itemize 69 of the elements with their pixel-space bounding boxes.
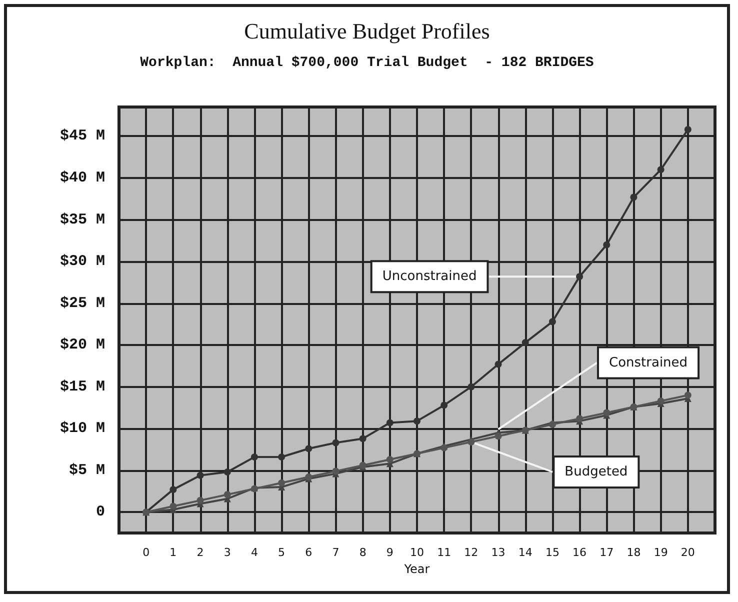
point	[386, 419, 394, 426]
point	[468, 383, 475, 390]
x-tick-label: 7	[332, 546, 340, 559]
x-tick-label: 12	[464, 546, 478, 559]
y-tick-label: 0	[96, 504, 105, 521]
point	[440, 402, 448, 409]
point	[196, 496, 204, 504]
point	[657, 398, 664, 405]
chart-title: Cumulative Budget Profiles	[244, 18, 490, 44]
y-tick-label: $5 M	[68, 462, 105, 479]
point	[468, 438, 475, 446]
chart-subtitle: Workplan: Annual $700,000 Trial Budget - 182 BRIDGES	[140, 55, 594, 71]
point	[278, 479, 286, 486]
x-tick-label: 2	[196, 546, 204, 559]
x-tick-label: 6	[305, 546, 312, 559]
point	[684, 392, 692, 399]
x-tick-label: 16	[572, 546, 587, 559]
point	[278, 453, 286, 460]
x-tick-label: 1	[170, 546, 177, 559]
y-tick-label: $10 M	[60, 420, 105, 438]
x-tick-label: 18	[626, 546, 641, 559]
text: Budgeted	[564, 464, 628, 480]
point	[684, 126, 692, 134]
y-tick-label: $45 M	[60, 128, 105, 145]
x-tick-label: 20	[680, 546, 695, 559]
point	[657, 166, 664, 174]
point	[522, 339, 529, 346]
x-axis-title: Year	[403, 562, 430, 576]
point	[494, 432, 502, 440]
point	[494, 360, 502, 368]
point	[576, 415, 584, 422]
y-tick-label: $25 M	[60, 294, 105, 312]
series-label: Constrained	[608, 355, 688, 370]
point	[548, 318, 556, 326]
x-tick-label: 3	[224, 546, 231, 559]
point	[603, 241, 610, 248]
point	[332, 439, 340, 446]
x-tick-label: 15	[545, 546, 560, 559]
point	[359, 435, 366, 442]
point	[224, 491, 231, 498]
point	[196, 472, 204, 479]
point	[630, 194, 638, 201]
x-tick-label: 17	[600, 546, 614, 559]
y-tick-label: $35 M	[60, 211, 105, 228]
x-tick-label: 19	[654, 546, 668, 559]
x-tick-label: 4	[250, 546, 258, 559]
point	[414, 418, 420, 425]
x-tick-label: 11	[437, 546, 452, 559]
x-tick-label: 8	[359, 546, 366, 559]
x-tick-label: 9	[386, 546, 394, 559]
y-tick-label: $15 M	[60, 378, 105, 396]
y-tick-label: $30 M	[60, 253, 105, 270]
point	[576, 273, 584, 280]
point	[170, 486, 177, 494]
y-tick-label: $40 M	[60, 170, 105, 186]
point	[305, 445, 312, 452]
point	[332, 468, 340, 475]
point	[224, 468, 231, 476]
point	[386, 456, 394, 463]
text: Unconstrained	[382, 269, 477, 284]
point	[250, 453, 258, 460]
x-tick-label: 5	[278, 546, 286, 559]
point	[603, 409, 610, 416]
x-tick-label: 0	[142, 546, 150, 559]
x-tick-label: 14	[518, 546, 532, 559]
x-tick-label: 10	[410, 546, 424, 559]
point	[170, 502, 177, 510]
y-tick-label: $20 M	[60, 336, 105, 354]
x-tick-label: 13	[491, 546, 506, 559]
